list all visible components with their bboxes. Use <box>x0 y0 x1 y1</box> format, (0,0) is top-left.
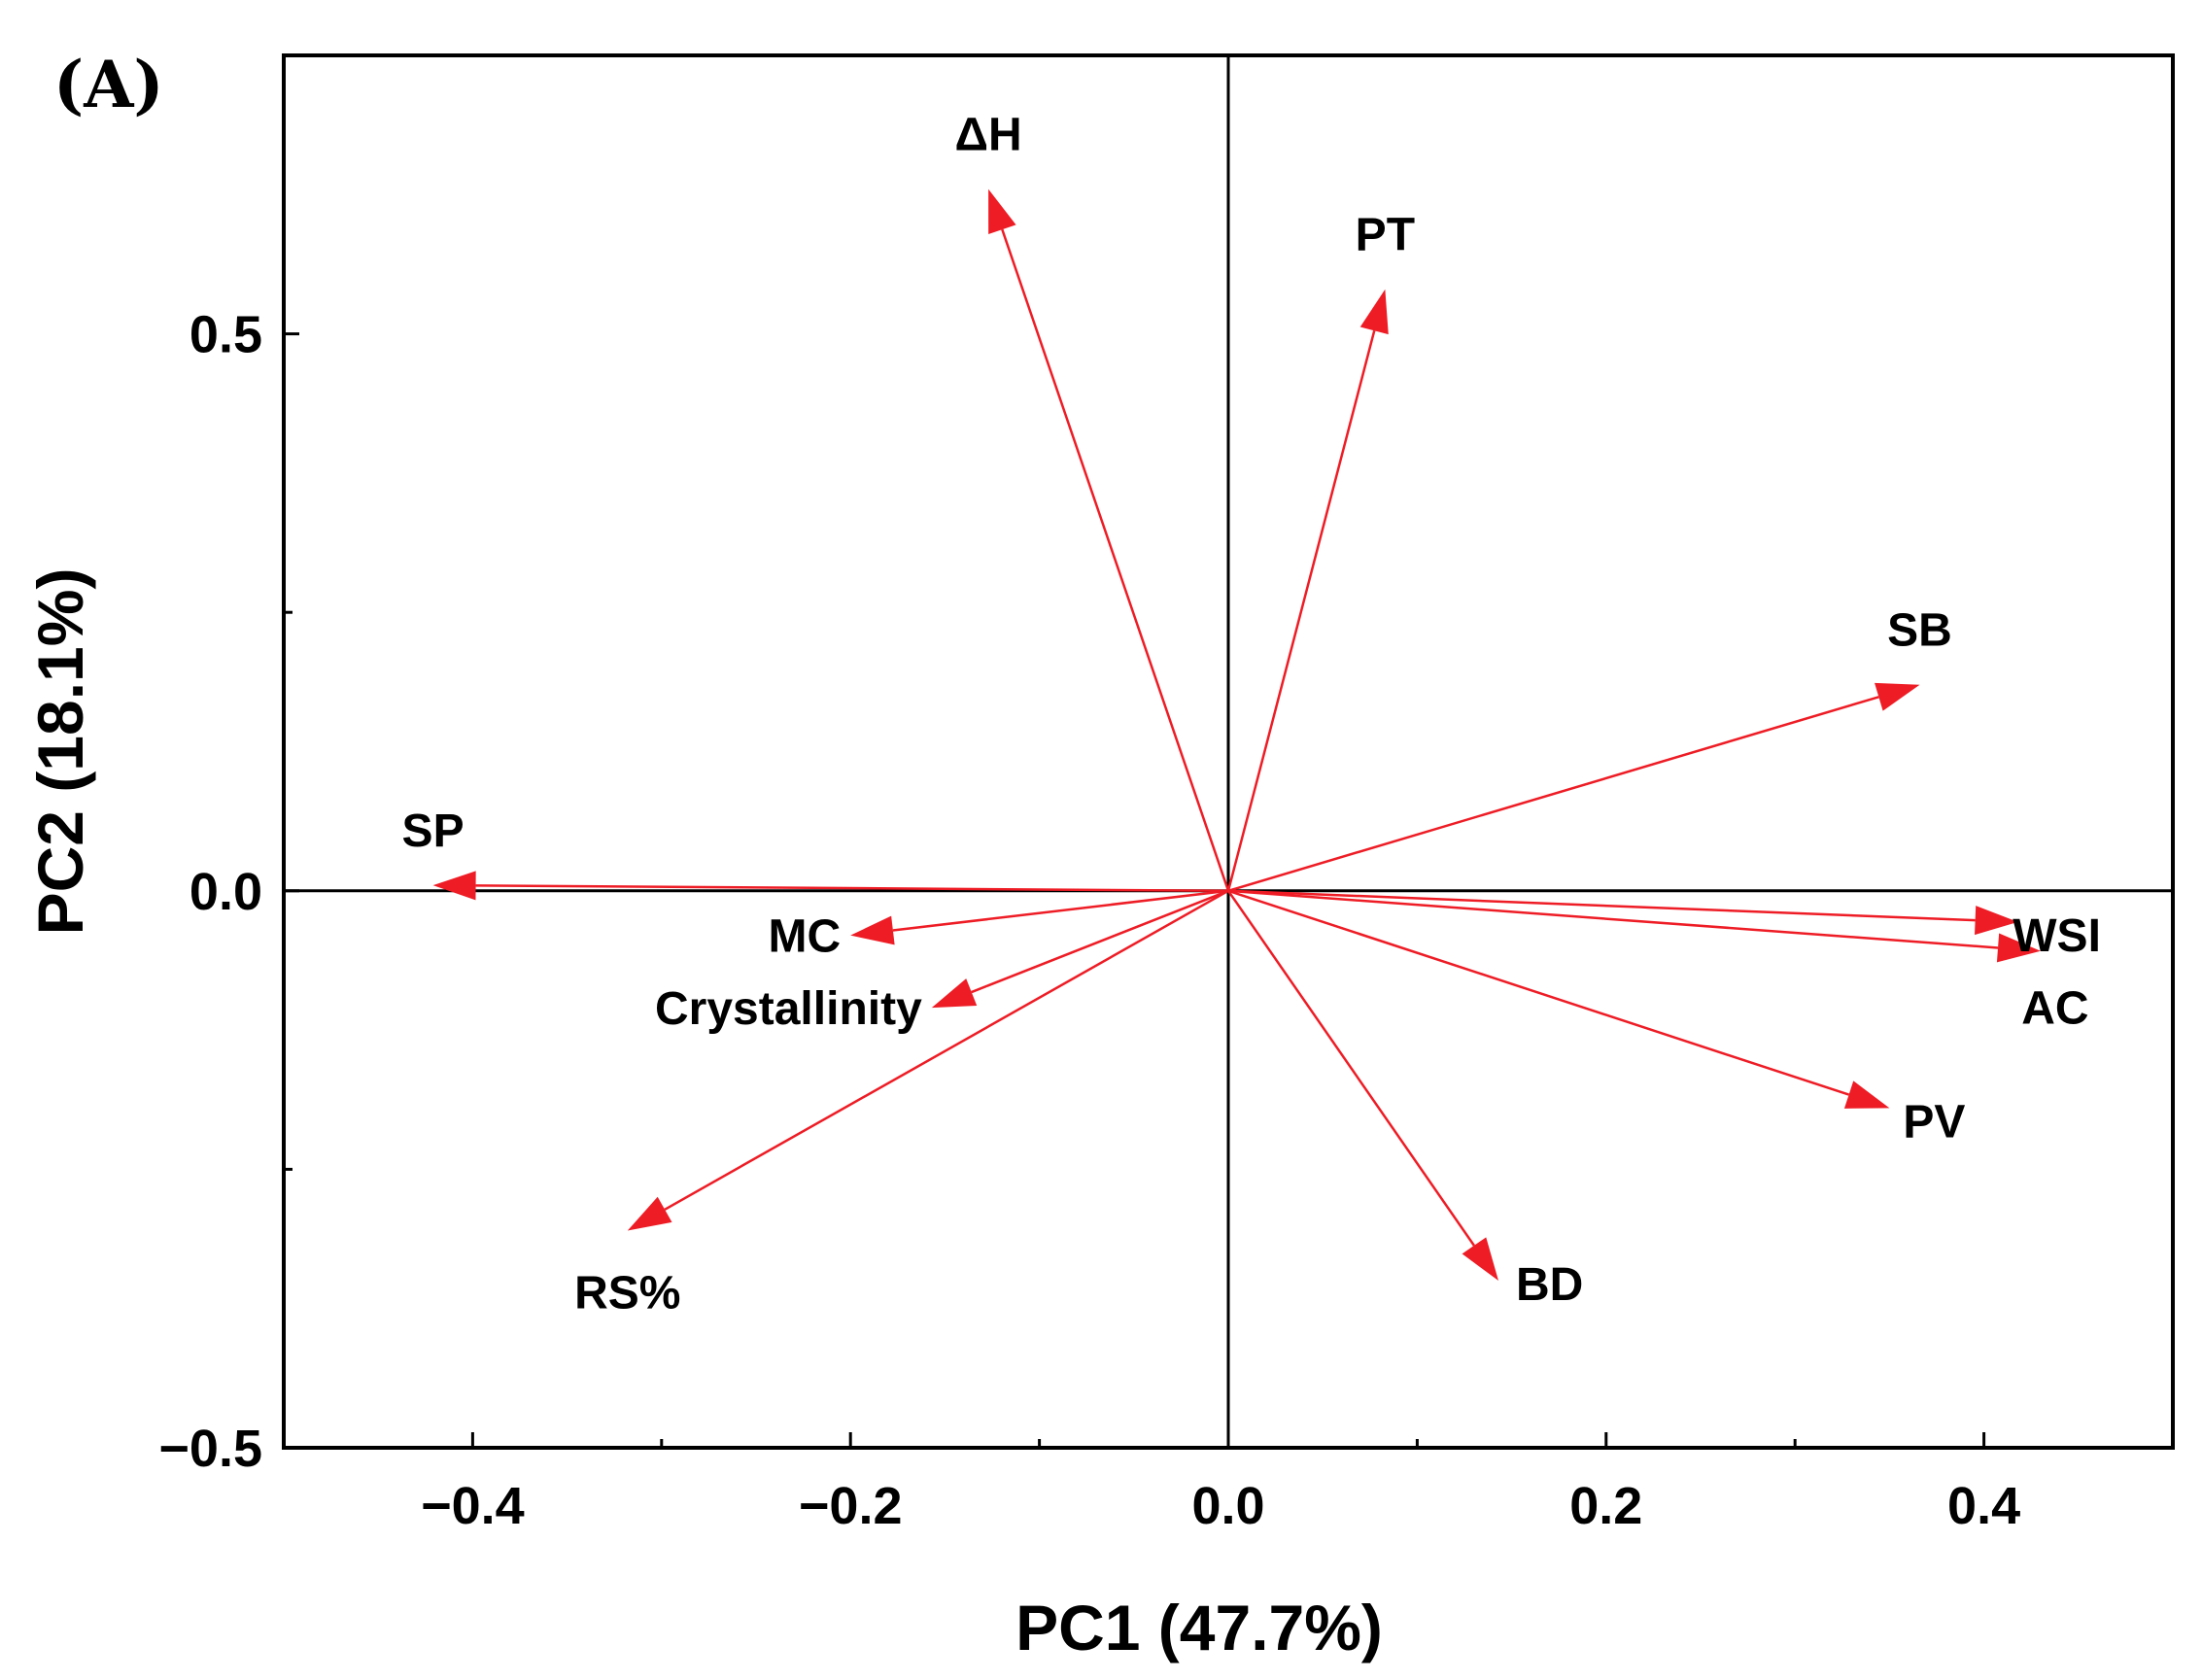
vector-shaft <box>1227 696 1879 892</box>
variable-label: AC <box>2021 983 2088 1035</box>
x-tick-label: −0.2 <box>799 1477 903 1535</box>
variable-label: PT <box>1356 210 1415 261</box>
loading-vector <box>1227 889 2018 936</box>
vector-shaft <box>475 884 1229 893</box>
vector-shaft <box>1227 889 1976 922</box>
loading-vector <box>1226 289 1389 892</box>
reference-lines <box>284 55 2173 1448</box>
loading-vector <box>432 871 1229 901</box>
y-tick-label: 0.0 <box>189 863 262 921</box>
vector-shaft <box>1227 889 1849 1096</box>
variable-label: RS% <box>574 1267 680 1319</box>
vector-arrowhead <box>627 1196 672 1231</box>
x-axis-title: PC1 (47.7%) <box>1015 1592 1383 1663</box>
y-axis-title: PC2 (18.1%) <box>24 568 96 936</box>
vector-arrowhead <box>1462 1237 1498 1282</box>
vector-shaft <box>971 889 1229 994</box>
x-tick-label: 0.2 <box>1569 1477 1642 1535</box>
y-tick-label: −0.5 <box>158 1420 262 1478</box>
variable-label: BD <box>1516 1259 1583 1311</box>
variable-label: SB <box>1887 605 1952 657</box>
variable-label: ΔH <box>955 110 1022 161</box>
variable-label: MC <box>769 911 842 963</box>
loading-vector <box>1227 889 1890 1109</box>
vector-arrowhead <box>1843 1080 1890 1109</box>
x-tick-label: −0.4 <box>421 1477 525 1535</box>
loading-vector <box>1226 890 1498 1282</box>
vector-arrowhead <box>850 915 895 945</box>
vector-shaft <box>664 889 1229 1211</box>
variable-label: PV <box>1903 1096 1965 1148</box>
vector-arrowhead <box>988 189 1016 235</box>
vector-shaft <box>1226 890 1475 1247</box>
axis-ticks <box>284 332 1986 1450</box>
loading-vector <box>988 189 1230 892</box>
x-tick-label: 0.4 <box>1947 1477 2020 1535</box>
loading-vector <box>1227 889 2041 963</box>
vector-shaft <box>1001 228 1230 892</box>
vector-arrowhead <box>432 871 476 901</box>
loading-vector <box>1227 682 1920 892</box>
vector-shaft <box>892 889 1229 932</box>
panel-label: (A) <box>53 47 164 122</box>
variable-label: SP <box>402 806 464 857</box>
vector-arrowhead <box>931 978 978 1009</box>
vector-shaft <box>1226 330 1376 892</box>
loading-vectors <box>432 189 2041 1282</box>
loading-vector <box>931 889 1229 1009</box>
axis-tick-labels: −0.4 −0.2 0.0 0.2 0.4 −0.5 0.0 0.5 <box>158 306 2020 1535</box>
variable-labels: ΔH PT SB SP WSI AC MC Crystallinity RS% PV BD <box>402 110 2101 1320</box>
vector-arrowhead <box>1996 933 2041 963</box>
x-tick-label: 0.0 <box>1191 1477 1264 1535</box>
vector-arrowhead <box>1975 906 2018 936</box>
y-tick-label: 0.5 <box>189 306 262 364</box>
vector-arrowhead <box>1359 289 1389 335</box>
loading-vector <box>850 889 1229 945</box>
vector-arrowhead <box>1875 682 1920 711</box>
variable-label: WSI <box>2013 910 2101 962</box>
variable-label: Crystallinity <box>655 983 922 1035</box>
loading-vector <box>627 889 1229 1231</box>
vector-shaft <box>1227 889 1999 949</box>
